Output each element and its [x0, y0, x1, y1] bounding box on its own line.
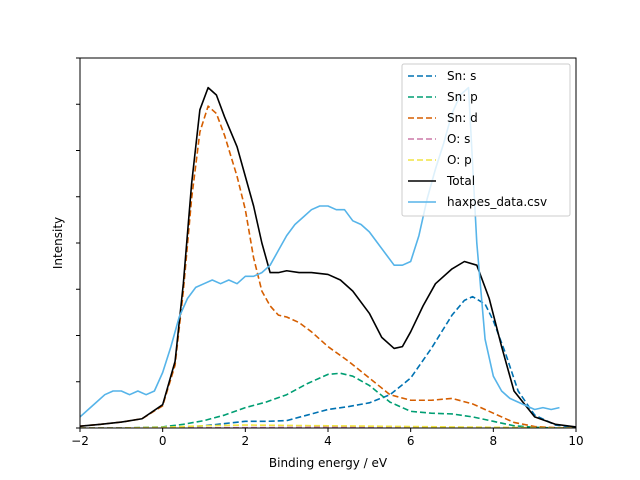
legend: Sn: s Sn: p Sn: d O: s O: p Total haxpes_data.… — [401, 63, 571, 217]
x-tick-label: 4 — [324, 434, 332, 448]
legend-box — [401, 63, 571, 217]
x-tick-label: 6 — [407, 434, 415, 448]
series-line-4 — [80, 424, 576, 428]
x-tick-label: 10 — [568, 434, 583, 448]
x-tick-label: 2 — [242, 434, 250, 448]
x-tick-label: 0 — [159, 434, 167, 448]
tick-layer: −2 0 2 4 6 8 10 — [71, 57, 584, 448]
legend-label-2: Sn: d — [447, 111, 478, 125]
x-axis-label: Binding energy / eV — [269, 456, 388, 470]
legend-label-6: haxpes_data.csv — [447, 195, 547, 209]
series-line-0 — [80, 295, 576, 428]
legend-label-1: Sn: p — [447, 90, 478, 104]
series-line-1 — [80, 372, 576, 428]
x-tick-label: −2 — [71, 434, 89, 448]
legend-label-4: O: p — [447, 153, 472, 167]
legend-label-3: O: s — [447, 132, 470, 146]
legend-label-5: Total — [446, 174, 475, 188]
series-line-5 — [80, 86, 576, 428]
x-tick-label: 8 — [490, 434, 498, 448]
legend-label-0: Sn: s — [447, 69, 476, 83]
y-axis-label: Intensity — [51, 217, 65, 269]
series-line-6 — [80, 86, 560, 418]
series-line-3 — [80, 426, 576, 428]
series-layer — [80, 86, 576, 428]
